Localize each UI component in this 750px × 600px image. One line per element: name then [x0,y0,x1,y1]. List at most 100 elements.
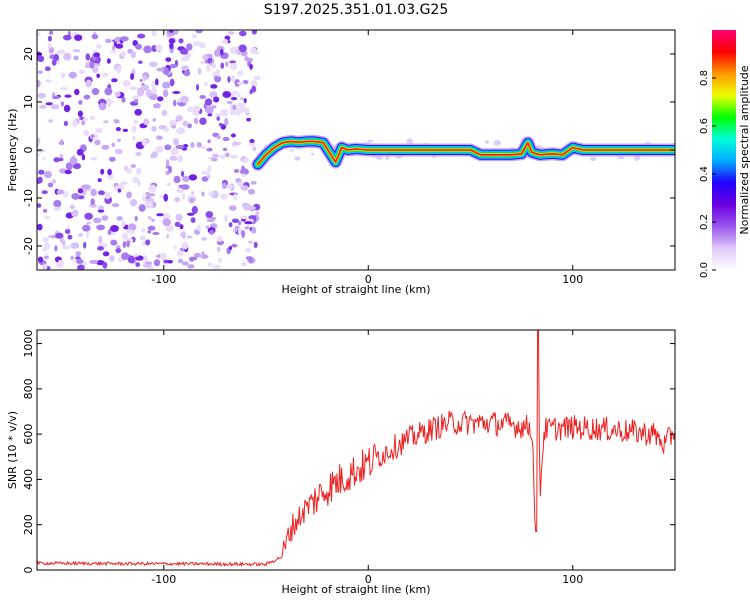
noise-speckle [37,55,45,63]
noise-speckle [218,123,223,127]
noise-speckle [311,152,315,156]
noise-speckle [97,209,105,213]
noise-speckle [247,189,256,195]
noise-speckle [78,69,85,75]
noise-speckle [107,168,112,176]
noise-speckle [216,135,221,140]
noise-speckle [91,88,100,95]
noise-speckle [127,255,136,264]
noise-speckle [47,35,52,42]
noise-speckle [42,248,47,252]
noise-speckle [60,101,64,107]
noise-speckle [73,55,79,61]
noise-speckle [232,142,242,146]
noise-speckle [238,44,247,53]
noise-speckle [48,119,54,123]
noise-speckle [201,237,208,241]
noise-speckle [174,30,179,35]
noise-speckle [240,215,248,220]
noise-speckle [75,251,81,257]
noise-speckle [176,127,186,135]
noise-speckle [125,168,132,174]
noise-speckle [244,221,253,225]
noise-speckle [120,36,129,42]
noise-speckle [173,175,181,184]
noise-speckle [90,198,95,206]
noise-speckle [233,169,240,173]
noise-speckle [230,74,236,83]
noise-speckle [238,221,242,226]
noise-speckle [225,152,230,158]
noise-speckle [96,224,105,231]
noise-speckle [44,215,50,220]
noise-speckle [220,62,225,69]
noise-speckle [105,38,112,44]
noise-speckle [52,95,61,100]
snr-series-line [37,330,675,568]
noise-speckle [109,255,115,262]
noise-speckle [158,125,167,130]
noise-speckle [168,38,176,44]
noise-speckle [126,240,130,248]
noise-speckle [168,165,173,174]
noise-speckle [166,182,172,187]
colorbar-tick-label: 0.0 [699,262,710,278]
colorbar-tick-label: 0.4 [699,166,710,182]
noise-speckle [204,82,208,87]
noise-speckle [239,97,244,101]
noise-speckle [209,217,217,220]
noise-speckle [151,125,157,132]
noise-speckle [205,106,214,114]
noise-speckle [207,139,211,144]
noise-speckle [43,263,48,270]
noise-speckle [116,216,123,221]
noise-speckle [65,162,73,170]
noise-speckle [110,239,118,246]
noise-speckle [176,154,184,163]
noise-speckle [96,73,101,79]
noise-speckle [138,204,146,212]
noise-speckle [216,116,220,121]
noise-speckle [179,224,184,230]
noise-speckle [155,135,163,140]
noise-speckle [175,115,183,122]
noise-speckle [147,230,152,234]
noise-speckle [134,215,138,222]
noise-speckle [237,102,246,108]
noise-speckle [85,230,90,238]
noise-speckle [38,169,45,175]
noise-speckle [70,242,80,249]
noise-speckle [180,48,189,55]
noise-speckle [195,84,200,91]
noise-speckle [233,193,237,201]
noise-speckle [232,90,238,95]
noise-speckle [230,133,236,138]
noise-speckle [178,184,186,189]
noise-speckle [226,101,233,104]
noise-speckle [535,145,542,148]
noise-speckle [183,70,191,77]
noise-speckle [115,247,122,254]
noise-speckle [151,30,157,37]
noise-speckle [72,49,81,53]
noise-speckle [41,190,48,195]
noise-speckle [139,235,146,241]
noise-speckle [182,192,186,201]
noise-speckle [367,139,374,143]
noise-speckle [74,88,80,96]
noise-speckle [157,96,164,102]
noise-speckle [224,214,228,223]
noise-speckle [132,95,140,100]
noise-speckle [56,49,65,55]
noise-speckle [111,78,118,83]
noise-speckle [193,41,202,47]
noise-speckle [137,179,141,187]
snr-frame [36,329,676,571]
noise-speckle [133,120,139,124]
noise-speckle [164,144,172,151]
colorbar-ticks: 0.0 0.2 0.4 0.6 0.8 [699,70,716,278]
noise-speckle [121,252,130,260]
